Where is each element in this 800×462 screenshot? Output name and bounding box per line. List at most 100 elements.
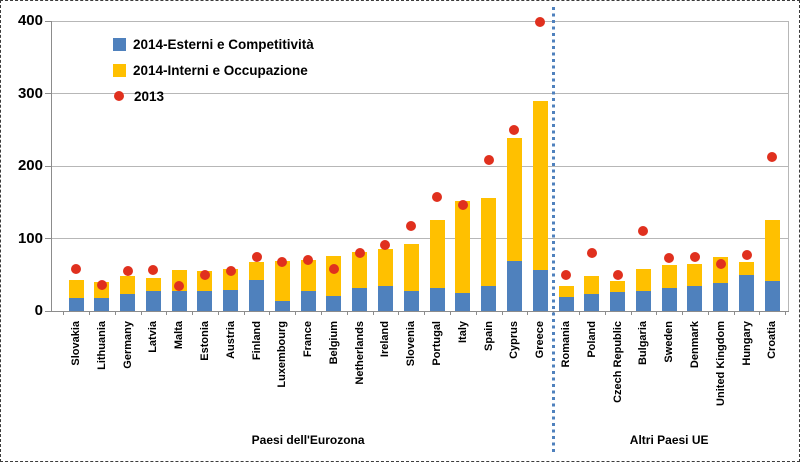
legend-row-2: 2013 bbox=[113, 83, 314, 109]
bar-esterni-luxembourg bbox=[274, 300, 290, 311]
legend-circle-marker-icon bbox=[114, 91, 124, 101]
bar-esterni-czech-republic bbox=[610, 292, 626, 311]
dot-2013-latvia bbox=[148, 265, 159, 276]
dot-2013-bulgaria bbox=[638, 225, 649, 236]
x-label-bulgaria: Bulgaria bbox=[637, 321, 650, 366]
x-tick-1 bbox=[88, 311, 90, 315]
x-tick-18 bbox=[527, 311, 529, 315]
bar-esterni-finland bbox=[249, 279, 265, 311]
x-tick-8 bbox=[269, 311, 271, 315]
legend: 2014-Esterni e Competitività 2014-Interni… bbox=[113, 31, 314, 109]
dot-2013-sweden bbox=[664, 253, 675, 264]
y-tick-400 bbox=[45, 20, 51, 22]
x-label-luxembourg: Luxembourg bbox=[276, 321, 289, 388]
y-axis-label-200: 200 bbox=[17, 157, 43, 174]
x-label-ireland: Ireland bbox=[379, 321, 392, 358]
x-tick-27 bbox=[759, 311, 761, 315]
legend-label-2: 2013 bbox=[134, 88, 165, 104]
legend-label-1: 2014-Interni e Occupazione bbox=[133, 62, 308, 78]
x-label-germany: Germany bbox=[121, 321, 134, 369]
bar-esterni-cyprus bbox=[506, 260, 522, 311]
x-tick-7 bbox=[243, 311, 245, 315]
x-tick-16 bbox=[475, 311, 477, 315]
x-label-slovakia: Slovakia bbox=[70, 321, 82, 366]
dot-2013-finland bbox=[251, 251, 262, 262]
x-tick-0 bbox=[63, 311, 65, 315]
bar-interni-belgium bbox=[326, 255, 342, 296]
bar-interni-croatia bbox=[764, 219, 780, 282]
bar-esterni-romania bbox=[558, 297, 574, 311]
bar-esterni-estonia bbox=[197, 291, 213, 311]
x-tick-26 bbox=[733, 311, 735, 315]
x-tick-9 bbox=[295, 311, 297, 315]
y-tick-300 bbox=[45, 93, 51, 94]
x-tick-20 bbox=[578, 311, 580, 315]
x-tick-24 bbox=[682, 311, 684, 315]
x-tick-5 bbox=[192, 311, 194, 315]
dot-2013-slovenia bbox=[406, 221, 417, 232]
x-tick-6 bbox=[217, 311, 219, 315]
dot-2013-greece bbox=[535, 17, 546, 28]
x-tick-28 bbox=[785, 311, 787, 315]
x-label-latvia: Latvia bbox=[147, 321, 160, 353]
x-label-italy: Italy bbox=[456, 321, 469, 344]
legend-square-marker-icon bbox=[113, 37, 126, 51]
x-label-croatia: Croatia bbox=[766, 321, 779, 359]
bar-interni-bulgaria bbox=[635, 268, 651, 291]
bar-esterni-france bbox=[300, 290, 316, 311]
group-label-eurozona: Paesi dell'Eurozona bbox=[251, 433, 365, 447]
x-label-sweden: Sweden bbox=[663, 321, 676, 363]
gridline-300 bbox=[51, 93, 788, 94]
bar-esterni-belgium bbox=[326, 295, 342, 311]
x-tick-15 bbox=[450, 311, 451, 315]
bar-esterni-slovakia bbox=[68, 297, 84, 311]
dot-2013-spain bbox=[483, 155, 494, 166]
bar-esterni-spain bbox=[481, 286, 497, 311]
group-label-altri-ue: Altri Paesi UE bbox=[629, 433, 709, 447]
x-tick-14 bbox=[424, 311, 426, 315]
bar-interni-spain bbox=[481, 197, 497, 287]
y-axis-label-0: 0 bbox=[34, 302, 43, 319]
group-separator-line bbox=[551, 7, 555, 453]
x-label-netherlands: Netherlands bbox=[353, 321, 366, 385]
dot-2013-luxembourg bbox=[277, 257, 288, 268]
dot-2013-estonia bbox=[199, 269, 210, 280]
bar-interni-romania bbox=[558, 286, 574, 298]
y-axis-label-300: 300 bbox=[17, 84, 43, 102]
dot-2013-denmark bbox=[689, 252, 700, 263]
y-tick-100 bbox=[45, 238, 51, 239]
bar-interni-italy bbox=[455, 200, 471, 293]
bar-interni-slovenia bbox=[403, 244, 419, 291]
x-tick-4 bbox=[166, 311, 168, 315]
x-tick-11 bbox=[346, 311, 348, 315]
bar-interni-netherlands bbox=[352, 251, 368, 288]
bar-interni-ireland bbox=[377, 249, 393, 287]
x-tick-3 bbox=[140, 311, 142, 315]
dot-2013-poland bbox=[586, 248, 597, 258]
dot-2013-cyprus bbox=[509, 125, 520, 136]
bar-esterni-germany bbox=[120, 294, 136, 311]
bar-esterni-united-kingdom bbox=[713, 283, 729, 311]
bar-esterni-italy bbox=[455, 292, 471, 311]
dot-2013-lithuania bbox=[96, 279, 107, 290]
x-label-greece: Greece bbox=[534, 321, 547, 359]
x-label-malta: Malta bbox=[173, 321, 186, 350]
bar-interni-czech-republic bbox=[610, 280, 626, 293]
y-axis-label-400: 400 bbox=[17, 12, 43, 29]
x-tick-25 bbox=[707, 311, 709, 315]
legend-row-1: 2014-Interni e Occupazione bbox=[113, 57, 314, 83]
x-label-denmark: Denmark bbox=[688, 321, 701, 369]
gridline-200 bbox=[51, 165, 788, 167]
plot-right-border bbox=[788, 21, 789, 311]
x-tick-10 bbox=[321, 311, 322, 315]
dot-2013-austria bbox=[225, 266, 236, 277]
x-label-poland: Poland bbox=[585, 321, 598, 358]
x-label-romania: Romania bbox=[560, 321, 572, 368]
bar-interni-germany bbox=[120, 276, 136, 295]
x-tick-17 bbox=[501, 311, 503, 315]
bar-esterni-denmark bbox=[687, 286, 703, 311]
bar-esterni-netherlands bbox=[352, 287, 368, 311]
dot-2013-italy bbox=[457, 200, 468, 211]
dot-2013-ireland bbox=[380, 240, 391, 251]
